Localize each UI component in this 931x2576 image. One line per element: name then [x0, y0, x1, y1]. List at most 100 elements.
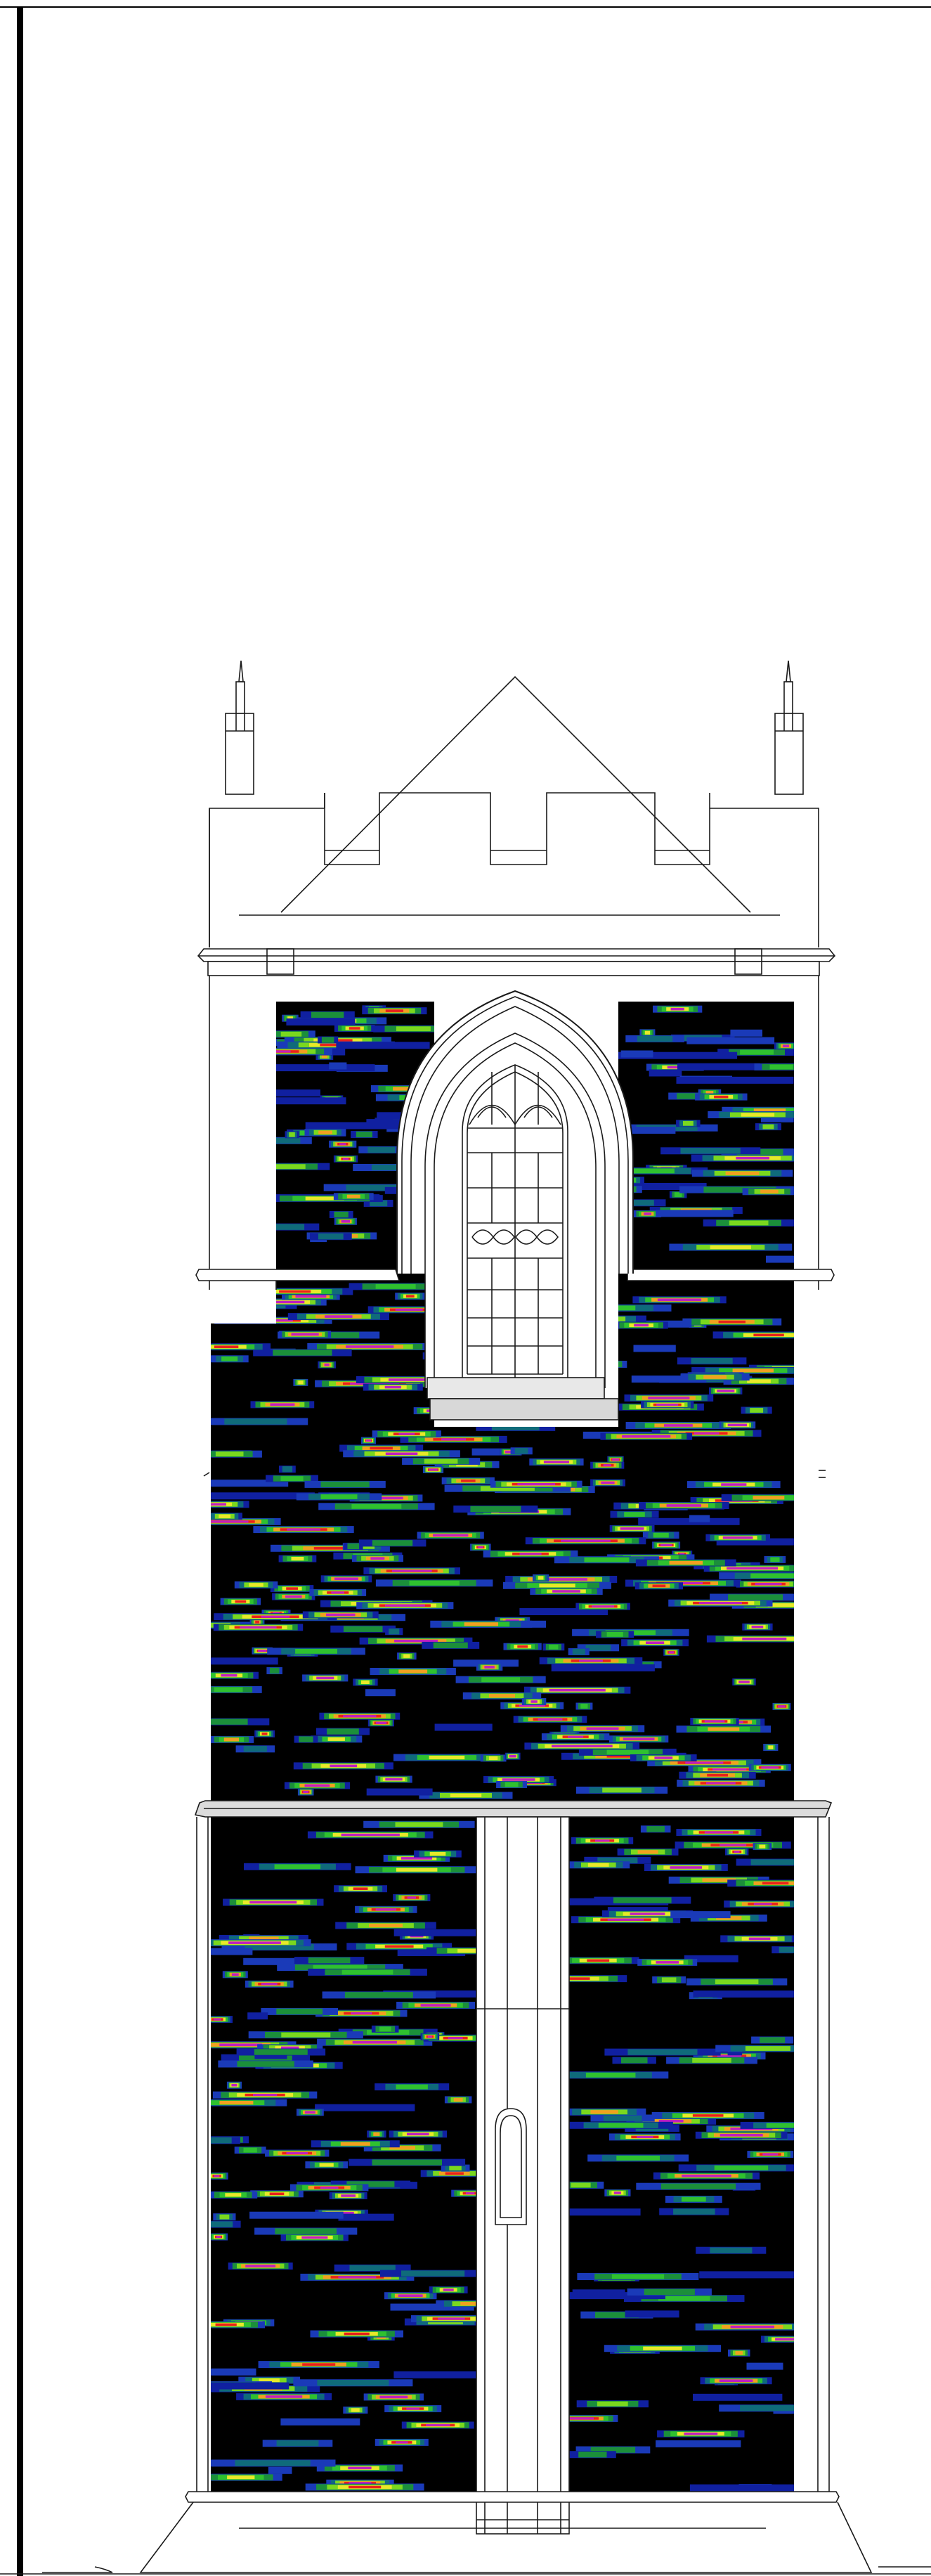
thermal-streak: [370, 1446, 393, 1450]
thermal-streak: [254, 2265, 267, 2267]
thermal-streak: [732, 2134, 751, 2137]
thermal-streak: [590, 2110, 618, 2114]
thermal-streak: [760, 2037, 786, 2043]
thermal-streak: [343, 1158, 349, 1160]
thermal-streak: [219, 1514, 231, 1518]
thermal-streak: [658, 2296, 710, 2301]
thermal-streak: [348, 2466, 372, 2470]
thermal-streak: [235, 2460, 311, 2466]
thermal-streak: [750, 1408, 764, 1413]
thermal-streak: [255, 1620, 259, 1624]
thermal-streak: [606, 1755, 642, 1758]
thermal-streak: [453, 2097, 463, 2102]
thermal-streak: [409, 1580, 460, 1586]
thermal-streak: [572, 1648, 585, 1655]
thermal-streak: [211, 1480, 289, 1487]
upper-cornice: [197, 948, 836, 976]
thermal-streak: [332, 1614, 350, 1616]
thermal-streak: [753, 1903, 772, 1905]
thermal-streak: [710, 1720, 720, 1723]
thermal-streak: [660, 2183, 736, 2189]
thermal-streak: [464, 1622, 498, 1626]
thermal-streak: [720, 1844, 747, 1846]
thermal-streak: [305, 1122, 421, 1130]
thermal-streak: [741, 1681, 747, 1683]
thermal-streak: [424, 1458, 458, 1464]
thermal-streak: [643, 2346, 682, 2350]
thermal-streak: [211, 2368, 256, 2376]
thermal-streak: [734, 1851, 740, 1853]
thermal-streak: [677, 1063, 760, 1070]
thermal-streak: [572, 2289, 625, 2297]
thermal-streak: [710, 2247, 753, 2253]
thermal-streak: [703, 1186, 776, 1193]
thermal-streak: [389, 2146, 415, 2150]
thermal-streak: [219, 2214, 230, 2220]
thermal-streak: [637, 1912, 658, 1915]
thermal-streak: [214, 2175, 220, 2177]
thermal-streak: [369, 1923, 403, 1928]
thermal-streak: [511, 1755, 514, 1758]
thermal-streak: [265, 1050, 291, 1053]
thermal-streak: [339, 1143, 346, 1146]
thermal-streak: [405, 1378, 429, 1381]
thermal-streak: [746, 2362, 783, 2370]
thermal-streak: [325, 1315, 353, 1318]
thermal-streak: [398, 1669, 428, 1674]
thermal-streak: [595, 1839, 610, 1842]
thermal-streak: [660, 1397, 678, 1399]
thermal-streak: [568, 1689, 587, 1692]
thermal-streak: [393, 2371, 476, 2378]
thermal-streak: [269, 1667, 280, 1674]
mid-string-course: [195, 1269, 835, 1290]
thermal-streak: [305, 1196, 344, 1200]
thermal-streak: [367, 1146, 396, 1153]
thermal-streak: [223, 1737, 239, 1742]
thermal-streak: [286, 1018, 356, 1025]
thermal-streak: [637, 1850, 658, 1854]
thermal-streak: [306, 2236, 323, 2239]
thermal-streak: [351, 2408, 360, 2412]
thermal-streak: [396, 2441, 408, 2444]
battlement-parapet: [209, 792, 819, 947]
thermal-streak: [680, 1148, 741, 1154]
thermal-streak: [331, 1591, 344, 1594]
thermal-streak: [481, 1677, 521, 1683]
thermal-streak: [286, 1587, 298, 1590]
thermal-streak: [735, 2351, 743, 2355]
thermal-streak: [403, 1569, 421, 1572]
thermal-streak: [514, 1448, 528, 1454]
thermal-streak: [441, 1438, 467, 1441]
thermal-streak: [672, 1582, 695, 1584]
thermal-streak: [587, 1863, 609, 1867]
thermal-streak: [769, 1064, 793, 1070]
thermal-streak: [211, 1492, 315, 1500]
thermal-streak: [584, 1557, 630, 1562]
thermal-streak: [627, 2049, 698, 2055]
thermal-streak: [753, 1333, 784, 1337]
thermal-streak: [280, 2418, 360, 2426]
thermal-streak: [530, 1700, 538, 1703]
thermal-streak: [703, 1375, 727, 1379]
thermal-streak: [750, 1638, 778, 1640]
thermal-streak: [410, 1857, 424, 1860]
thermal-streak: [443, 2317, 460, 2320]
thermal-streak: [708, 1727, 740, 1731]
thermal-streak: [578, 2452, 607, 2458]
thermal-streak: [317, 2380, 389, 2386]
thermal-streak: [254, 2049, 308, 2055]
thermal-streak: [729, 2379, 743, 2382]
thermal-streak: [341, 1577, 352, 1580]
thermal-streak: [403, 1640, 429, 1643]
thermal-streak: [770, 1557, 780, 1562]
thermal-streak: [214, 1345, 239, 1348]
thermal-streak: [384, 1945, 414, 1948]
thermal-streak: [306, 1295, 316, 1297]
thermal-streak: [411, 2132, 425, 2135]
thermal-streak: [321, 1037, 334, 1043]
thermal-streak: [427, 2035, 432, 2038]
thermal-streak: [211, 2221, 233, 2227]
thermal-streak: [318, 1234, 344, 1240]
thermal-streak: [649, 1069, 682, 1077]
thermal-streak: [370, 1557, 385, 1560]
